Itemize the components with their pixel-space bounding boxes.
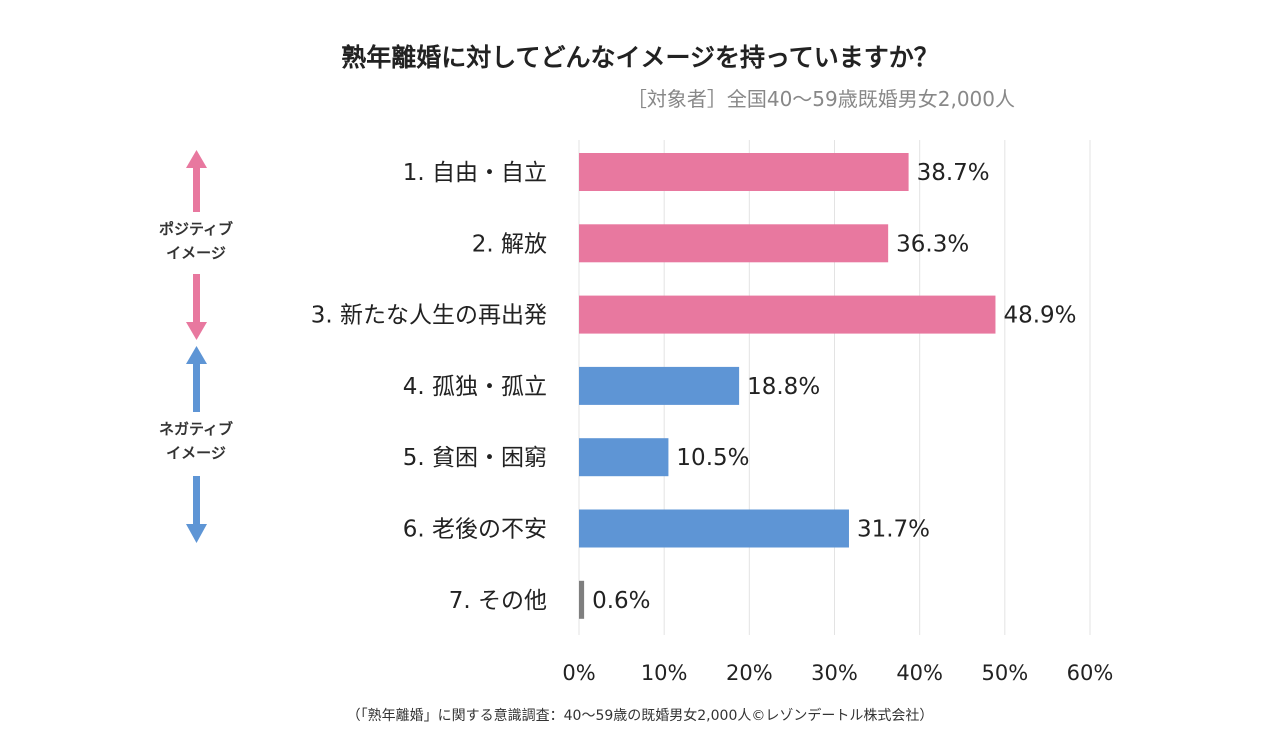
category-label: 1. 自由・自立 (403, 160, 547, 186)
data-label: 38.7% (917, 160, 990, 186)
bar (579, 438, 669, 477)
data-label: 0.6% (592, 588, 650, 614)
category-label: 2. 解放 (472, 231, 547, 257)
down-arrow-icon (186, 274, 207, 340)
x-tick-label: 0% (562, 661, 595, 685)
x-tick-label: 20% (726, 661, 773, 685)
gridlines (578, 140, 1091, 635)
x-tick-label: 40% (896, 661, 943, 685)
x-tick-label: 10% (641, 661, 688, 685)
bars: 38.7% 36.3% 48.9% 18.8% 10.5% 31.7% 0.6% (579, 153, 1077, 619)
category-label: 6. 老後の不安 (403, 517, 547, 543)
x-tick-label: 30% (811, 661, 858, 685)
data-label: 31.7% (857, 517, 930, 543)
chart-subtitle: ［対象者］全国40～59歳既婚男女2,000人 (627, 87, 1015, 111)
x-tick-label: 50% (981, 661, 1028, 685)
source-note: （「熟年離婚」に関する意識調査：40～59歳の既婚男女2,000人©レゾンデート… (347, 707, 934, 724)
positive-group: ポジティブ イメージ (159, 150, 233, 340)
data-label: 36.3% (896, 231, 969, 257)
x-axis-ticks: 0% 10% 20% 30% 40% 50% 60% (562, 661, 1113, 685)
data-label: 18.8% (747, 374, 820, 400)
category-label: 3. 新たな人生の再出発 (311, 303, 547, 329)
down-arrow-icon (186, 476, 207, 543)
up-arrow-icon (186, 346, 207, 412)
bar (579, 224, 889, 263)
negative-group: ネガティブ イメージ (159, 346, 233, 543)
positive-label-line2: イメージ (166, 244, 226, 262)
negative-label-line1: ネガティブ (159, 420, 233, 438)
category-label: 5. 貧困・困窮 (403, 445, 547, 471)
bar (579, 580, 585, 619)
bar (579, 295, 996, 334)
data-label: 48.9% (1003, 303, 1076, 329)
category-labels: 1. 自由・自立 2. 解放 3. 新たな人生の再出発 4. 孤独・孤立 5. 貧困・困… (311, 160, 547, 614)
category-label: 7. その他 (449, 588, 547, 614)
chart-title: 熟年離婚に対してどんなイメージを持っていますか？ (341, 43, 939, 72)
bar (579, 509, 849, 548)
positive-label-line1: ポジティブ (159, 220, 233, 238)
bar (579, 366, 740, 405)
data-label: 10.5% (676, 445, 749, 471)
up-arrow-icon (186, 150, 207, 212)
negative-label-line2: イメージ (166, 444, 226, 462)
x-tick-label: 60% (1067, 661, 1114, 685)
bar (579, 153, 909, 191)
category-label: 4. 孤独・孤立 (403, 374, 547, 400)
